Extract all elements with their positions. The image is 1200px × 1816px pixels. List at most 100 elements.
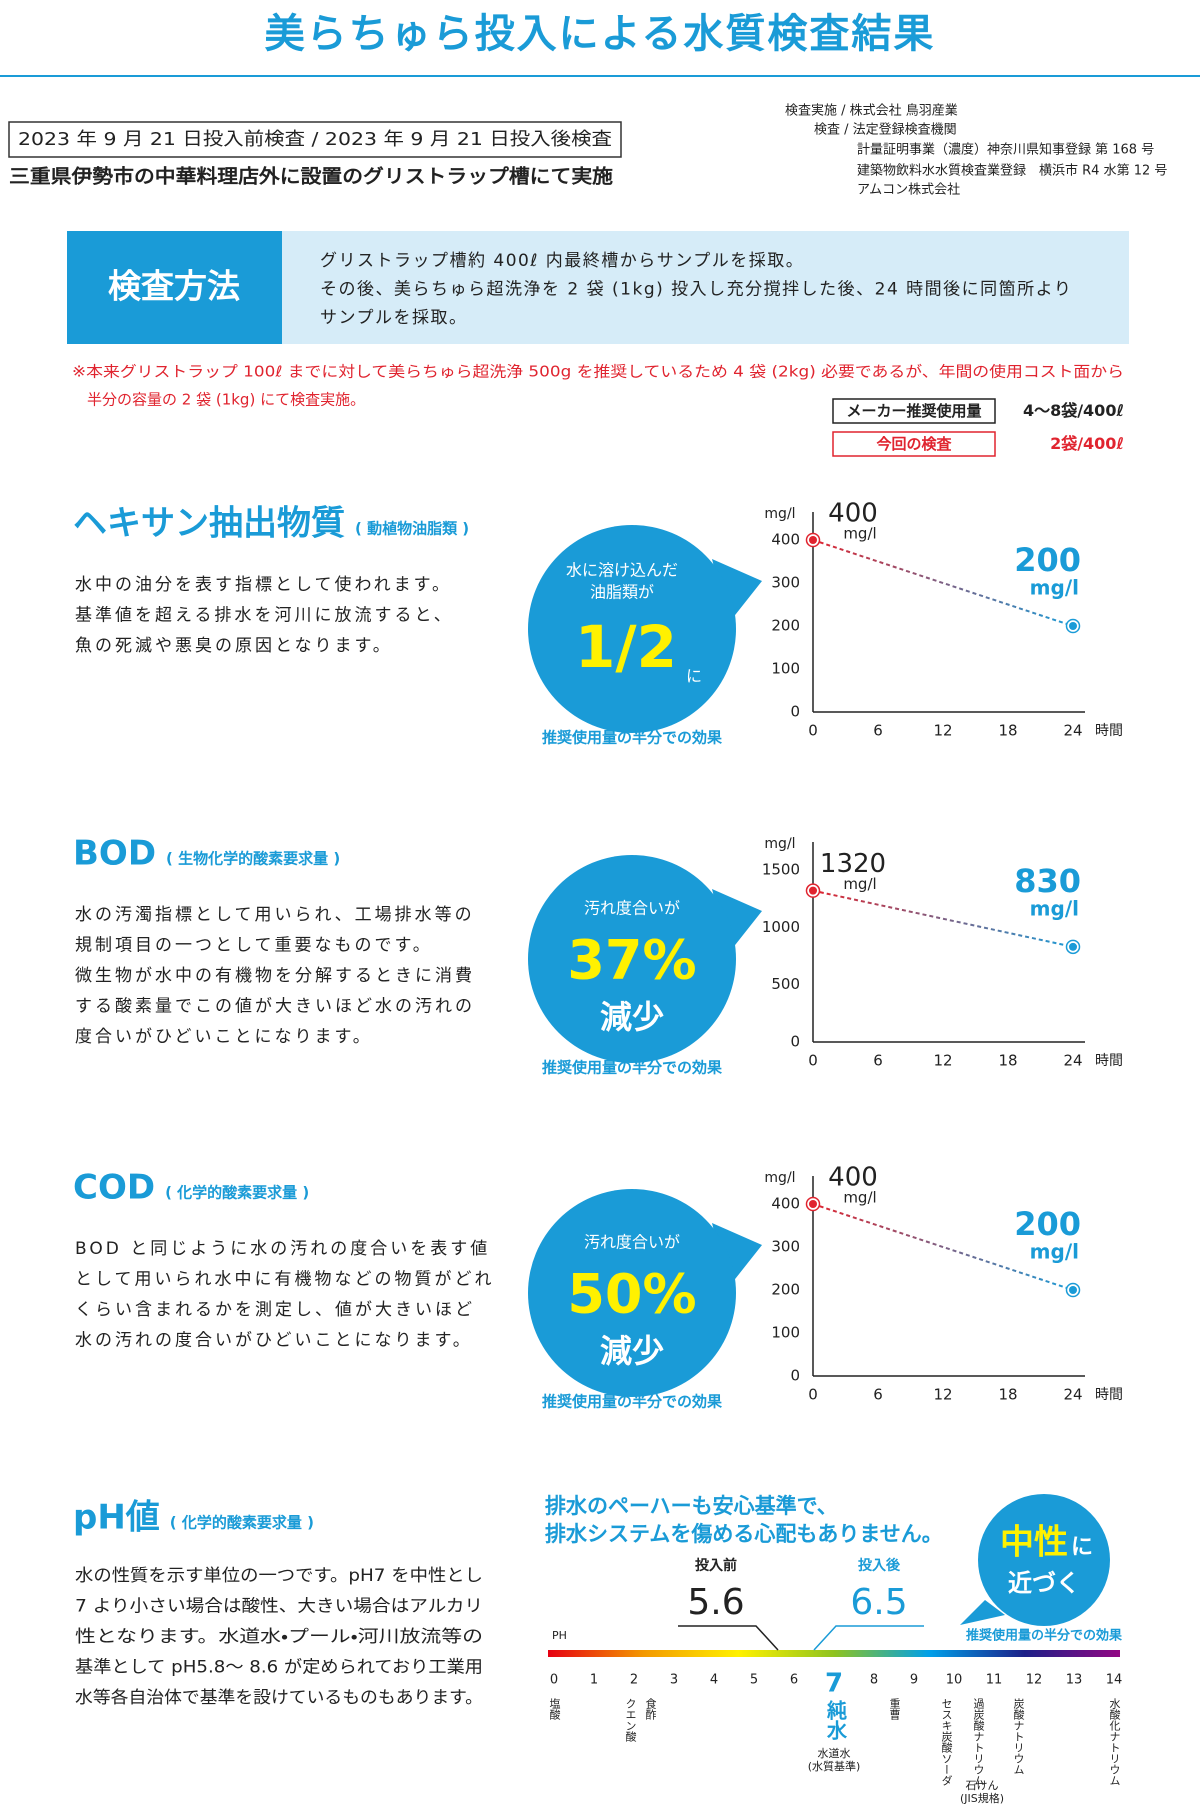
section-line: として用いられ水中に有機物などの物質がどれ bbox=[75, 1270, 495, 1290]
note-line: 半分の容量の 2 袋 (1kg) にて検査実施。 bbox=[87, 391, 365, 409]
ph-tick-label: 6 bbox=[790, 1673, 798, 1688]
ph-tick-label: 1 bbox=[590, 1673, 598, 1688]
x-tick-label: 0 bbox=[808, 722, 818, 740]
note-line: ※本来グリストラップ 100ℓ までに対して美らちゅら超洗浄 500g を推奨し… bbox=[72, 363, 1124, 381]
x-tick-label: 24 bbox=[1063, 1052, 1082, 1070]
value-label: 400 bbox=[828, 499, 878, 529]
y-axis-label: mg/l bbox=[764, 506, 795, 522]
substance: セスキ炭酸ソーダ bbox=[940, 1698, 953, 1786]
point-core bbox=[809, 1200, 817, 1208]
y-tick-label: 300 bbox=[771, 574, 800, 592]
y-tick-label: 200 bbox=[771, 617, 800, 635]
section-title: ヘキサン抽出物質 bbox=[73, 504, 345, 544]
bubble-caption: 汚れ度合いが bbox=[584, 899, 680, 918]
section-line: 度合いがひどいことになります。 bbox=[75, 1027, 373, 1047]
x-tick-label: 12 bbox=[933, 722, 952, 740]
x-tick-label: 24 bbox=[1063, 1386, 1082, 1404]
y-tick-label: 200 bbox=[771, 1281, 800, 1299]
value-label: 400 bbox=[828, 1163, 878, 1193]
ph-line: 水等各自治体で基準を設けているものもあります。 bbox=[75, 1688, 483, 1708]
section-line: BOD と同じように水の汚れの度合いを表す値 bbox=[75, 1239, 490, 1259]
section-line: 規制項目の一つとして重要なものです。 bbox=[75, 936, 433, 956]
value-unit: mg/l bbox=[843, 1189, 876, 1207]
bubble bbox=[528, 525, 736, 733]
value-unit: mg/l bbox=[1030, 576, 1079, 600]
effect-note: 推奨使用量の半分での効果 bbox=[542, 729, 723, 747]
y-axis-label: mg/l bbox=[764, 836, 795, 852]
ph-axis-label: PH bbox=[552, 1629, 567, 1642]
line bbox=[812, 889, 1074, 948]
substance: 食酢 bbox=[644, 1698, 657, 1721]
ph-tick-label: 5 bbox=[750, 1673, 758, 1688]
ph-tick-label: 3 bbox=[670, 1673, 678, 1688]
dosage-label: メーカー推奨使用量 bbox=[846, 402, 981, 420]
section-line: 水の汚濁指標として用いられ、工場排水等の bbox=[75, 905, 475, 925]
y-tick-label: 0 bbox=[790, 1033, 800, 1051]
organization: 建築物飲料水水質検査業登録 横浜市 R4 水第 12 号 bbox=[857, 163, 1167, 179]
bubble-value: 50% bbox=[567, 1263, 696, 1326]
bubble-suffix: 減少 bbox=[600, 998, 664, 1036]
bubble-value: 37% bbox=[567, 929, 696, 992]
section-subtitle: ( 化学的酸素要求量 ) bbox=[170, 1514, 314, 1532]
effect-note: 推奨使用量の半分での効果 bbox=[542, 1393, 723, 1411]
line bbox=[812, 1203, 1074, 1291]
ph-tick-label: 8 bbox=[870, 1673, 878, 1688]
y-tick-label: 1500 bbox=[762, 861, 800, 879]
method-line: その後、美らちゅら超洗浄を 2 袋 (1kg) 投入し充分撹拌した後、24 時間… bbox=[320, 280, 1072, 300]
badge-main: 中性 bbox=[1000, 1523, 1068, 1563]
value-label: 200 bbox=[1014, 541, 1081, 579]
ph-headline: 排水のペーハーも安心基準で、 bbox=[545, 1494, 838, 1518]
bubble-suffix: に bbox=[686, 667, 702, 686]
badge-sub: 近づく bbox=[1008, 1569, 1080, 1597]
badge-particle: に bbox=[1071, 1535, 1093, 1560]
dosage-amount: 2袋/400ℓ bbox=[1050, 434, 1124, 453]
substance: クエン酸 bbox=[624, 1698, 637, 1743]
method-line: グリストラップ槽約 400ℓ 内最終槽からサンプルを採取。 bbox=[320, 251, 804, 271]
y-tick-label: 0 bbox=[790, 703, 800, 721]
value-unit: mg/l bbox=[1030, 1240, 1079, 1264]
x-tick-label: 0 bbox=[808, 1052, 818, 1070]
point-core bbox=[809, 886, 817, 895]
organization: アムコン株式会社 bbox=[857, 183, 960, 198]
tap-water: (水質基準) bbox=[808, 1759, 861, 1773]
ph-tick-label: 4 bbox=[710, 1673, 718, 1688]
location: 三重県伊勢市の中華料理店外に設置のグリストラップ槽にて実施 bbox=[9, 165, 613, 188]
x-axis-label: 時間 bbox=[1095, 1053, 1123, 1069]
x-tick-label: 18 bbox=[998, 722, 1017, 740]
organization: 検査 / 法定登録検査機関 bbox=[814, 123, 957, 138]
page-title: 美らちゅら投入による水質検査結果 bbox=[265, 11, 936, 57]
method-line: サンプルを採取。 bbox=[320, 308, 468, 328]
after-label: 投入後 bbox=[858, 1557, 901, 1574]
point-core bbox=[1069, 1286, 1077, 1294]
dosage-amount: 4〜8袋/400ℓ bbox=[1023, 401, 1124, 420]
section-subtitle: ( 化学的酸素要求量 ) bbox=[165, 1184, 309, 1202]
bubble-caption: 油脂類が bbox=[590, 583, 654, 602]
point-core bbox=[1069, 942, 1077, 951]
ph-tick-label: 7 bbox=[825, 1669, 843, 1699]
ph-tick-label: 13 bbox=[1066, 1673, 1083, 1688]
bubble-value: 1/2 bbox=[575, 613, 677, 681]
x-tick-label: 18 bbox=[998, 1386, 1017, 1404]
section-line: 微生物が水中の有機物を分解するときに消費 bbox=[75, 966, 475, 986]
ph-tick-label: 10 bbox=[946, 1673, 963, 1688]
point-core bbox=[1069, 622, 1077, 630]
y-tick-label: 400 bbox=[771, 1195, 800, 1213]
substance: 炭酸ナトリウム bbox=[1012, 1697, 1025, 1775]
ph-tick-label: 0 bbox=[550, 1673, 558, 1688]
x-tick-label: 12 bbox=[933, 1052, 952, 1070]
dosage-label-box bbox=[832, 398, 996, 424]
y-tick-label: 100 bbox=[771, 1324, 800, 1342]
section-line: 基準値を超える排水を河川に放流すると、 bbox=[75, 606, 454, 626]
section-line: 水中の油分を表す指標として使われます。 bbox=[75, 574, 452, 595]
value-label: 830 bbox=[1014, 862, 1081, 900]
ph-line: 基準として pH5.8〜 8.6 が定められており工業用 bbox=[75, 1658, 483, 1678]
substance: 水酸化ナトリウム bbox=[1108, 1698, 1121, 1786]
after-pointer bbox=[813, 1625, 924, 1651]
x-tick-label: 6 bbox=[873, 1052, 883, 1070]
ph-tick-label: 11 bbox=[986, 1673, 1003, 1688]
bubble-caption: 水に溶け込んだ bbox=[566, 561, 678, 580]
y-tick-label: 1000 bbox=[762, 918, 800, 936]
organization: 計量証明事業（濃度）神奈川県知事登録 第 168 号 bbox=[857, 142, 1154, 158]
substance: 過炭酸ナトリウム bbox=[972, 1698, 985, 1786]
